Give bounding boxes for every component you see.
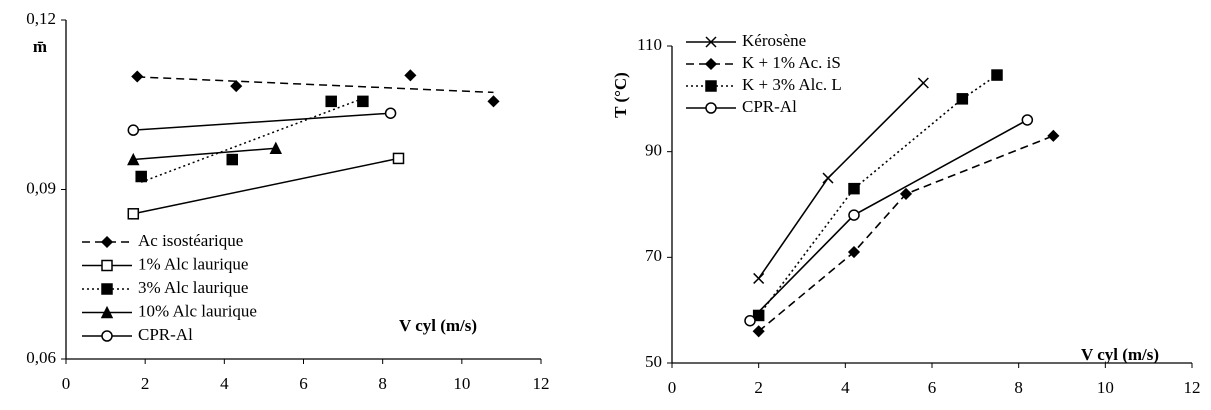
marker [899,187,913,200]
marker [822,172,834,184]
legend-marker [705,36,717,48]
y-axis-label: T (°C) [611,72,630,118]
x-tick-label: 6 [299,374,308,393]
marker [127,124,140,136]
legend-marker [705,80,717,92]
marker [744,314,756,327]
legend-label: CPR-Al [138,325,193,344]
y-tick-label: 0,06 [26,348,56,367]
marker [487,95,500,108]
trend-line [133,157,399,215]
marker [956,93,969,105]
y-tick-label: 0,12 [26,9,56,28]
trend-line [137,76,494,94]
marker [230,80,243,93]
marker [357,95,369,108]
legend-marker [100,305,114,319]
x-axis-label: V cyl (m/s) [1081,345,1159,364]
legend-label: K + 1% Ac. iS [742,53,841,72]
marker [127,208,140,220]
marker [226,153,238,166]
marker [131,70,144,83]
y-tick-label: 90 [645,141,662,160]
y-tick-label: 50 [645,352,662,371]
marker [847,245,861,259]
legend-marker [705,102,717,114]
marker [384,107,397,119]
y-tick-label: 70 [645,246,662,265]
legend-marker [101,283,113,295]
legend-marker [101,330,113,342]
legend-marker [100,235,114,249]
marker [325,95,337,108]
x-tick-label: 10 [453,374,470,393]
legend-label: Kérosène [742,31,806,50]
marker [848,182,860,195]
legend-marker [101,259,113,272]
marker [1047,129,1060,142]
trend-line [133,112,391,131]
x-tick-label: 0 [668,378,677,397]
marker [135,170,147,183]
legend-label: 3% Alc laurique [138,278,248,297]
marker [127,152,140,166]
x-tick-label: 8 [378,374,387,393]
x-tick-label: 2 [754,378,763,397]
x-tick-label: 12 [1184,378,1201,397]
legend-marker [704,57,718,71]
x-tick-label: 4 [220,374,229,393]
marker [848,209,860,221]
marker [752,325,765,338]
x-tick-label: 6 [928,378,937,397]
marker [752,309,765,322]
x-axis-label: V cyl (m/s) [399,316,477,335]
x-tick-label: 8 [1014,378,1023,397]
series-line [758,135,1054,332]
marker [991,69,1003,81]
series-line [758,74,998,316]
marker [753,272,765,284]
marker [1021,114,1034,126]
legend-label: 1% Alc laurique [138,254,248,273]
trend-line [133,147,276,161]
legend-label: CPR-Al [742,97,797,116]
x-tick-label: 2 [141,374,150,393]
trend-line [140,97,364,183]
series-line [749,119,1028,322]
legend-label: 10% Alc laurique [138,301,257,320]
y-axis-label: m̄ [33,37,47,56]
legend-label: K + 3% Alc. L [742,75,842,94]
legend-label: Ac isostéarique [138,231,243,250]
marker [269,141,283,155]
y-tick-label: 0,09 [26,178,56,197]
x-tick-label: 12 [533,374,550,393]
x-tick-label: 0 [62,374,71,393]
x-tick-label: 4 [841,378,850,397]
marker [917,77,929,89]
x-tick-label: 10 [1097,378,1114,397]
marker [392,152,405,165]
marker [404,69,417,82]
y-tick-label: 110 [637,35,662,54]
